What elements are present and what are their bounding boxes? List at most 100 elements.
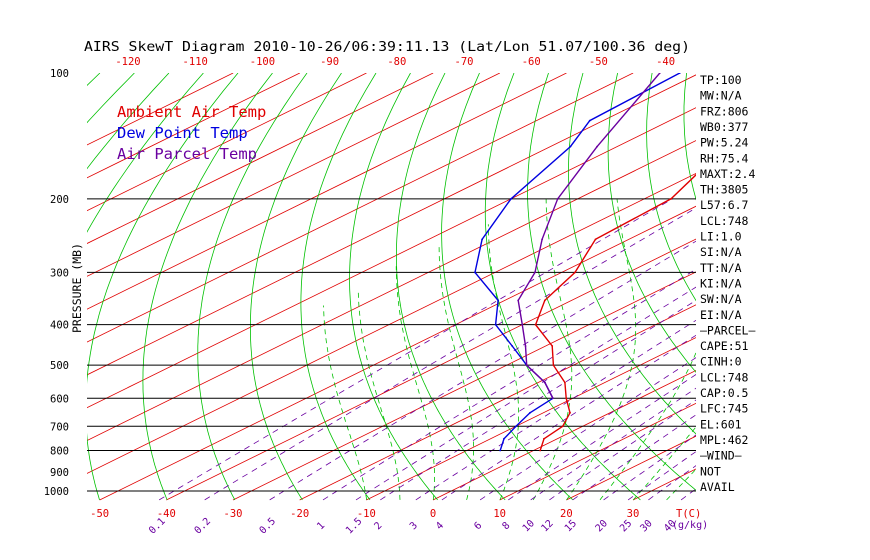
series-point — [556, 197, 559, 200]
pressure-tick-label: 500 — [50, 360, 69, 372]
series-point — [515, 425, 517, 428]
legend-entry: Ambient Air Temp — [117, 103, 266, 121]
isotherm-line — [87, 107, 696, 409]
dry-adiabat-line — [646, 73, 696, 302]
series-point — [544, 381, 546, 384]
series-point — [564, 381, 566, 384]
side-panel-item: WB0:377 — [700, 120, 749, 134]
top-temp-tick-label: -60 — [522, 56, 541, 68]
dry-adiabat-line — [0, 73, 65, 500]
mixing-ratio-label: 2 — [372, 520, 384, 532]
series-point — [534, 323, 537, 326]
bottom-temp-tick-label: -20 — [290, 508, 309, 520]
mixing-ratio-label: 1 — [315, 520, 327, 532]
series-point — [525, 364, 528, 367]
series-point — [594, 238, 597, 241]
top-temp-tick-label: -70 — [455, 56, 474, 68]
mixing-ratio-label: 8 — [500, 520, 512, 532]
mixing-ratio-label: 25 — [618, 518, 634, 534]
profile-series — [474, 73, 696, 452]
mixing-ratio-label: 20 — [594, 518, 610, 534]
series-point — [543, 437, 545, 440]
mixing-ratio-label: 12 — [539, 518, 555, 534]
side-panel-item: LCL:748 — [700, 214, 749, 228]
dry-adiabat-line — [87, 73, 101, 87]
mixing-ratio-label: 3 — [408, 520, 420, 532]
bottom-temp-tick-label: 10 — [493, 508, 506, 520]
side-panel-item: PW:5.24 — [700, 136, 749, 150]
dry-adiabat-line — [395, 73, 506, 501]
legend-entry: Air Parcel Temp — [117, 145, 257, 163]
dry-adiabat-line — [87, 73, 239, 501]
series-point — [524, 345, 527, 347]
series-point — [539, 449, 542, 452]
mixing-ratio-label: 30 — [638, 518, 654, 534]
isotherm-line — [766, 73, 870, 500]
isotherm-line — [87, 172, 696, 474]
side-panel-item: —WIND— — [700, 449, 742, 463]
pressure-tick-label: 100 — [50, 68, 69, 80]
side-panel-item: MPL:462 — [700, 433, 748, 447]
side-panel-item: AVAIL — [700, 480, 735, 494]
dry-adiabat-line — [568, 73, 696, 435]
top-temp-tick-label: -40 — [656, 56, 675, 68]
dry-adiabat-line — [142, 73, 273, 501]
isotherm-line — [432, 370, 696, 501]
dry-adiabat-line — [484, 73, 641, 501]
series-point — [596, 145, 598, 148]
bottom-temp-tick-label: -40 — [157, 508, 176, 520]
mixing-ratio-line — [530, 387, 696, 501]
series-point — [569, 145, 572, 148]
side-panel-item: EI:N/A — [700, 308, 742, 322]
series-point — [534, 271, 536, 274]
mixing-ratio-line — [441, 334, 696, 501]
y-axis-label: PRESSURE (MB) — [70, 243, 84, 333]
bottom-temp-tick-label: -10 — [357, 508, 376, 520]
bottom-temp-tick-label: 0 — [430, 508, 436, 520]
isotherm-line — [632, 468, 696, 501]
series-point — [541, 238, 544, 241]
top-temp-tick-label: -80 — [387, 56, 406, 68]
series-point — [474, 271, 476, 274]
side-panel-item: KI:N/A — [700, 276, 742, 290]
mixing-ratio-line — [508, 374, 696, 501]
mixing-ratio-label: 0.5 — [258, 516, 279, 537]
side-panel-item: MW:N/A — [700, 89, 742, 103]
series-point — [543, 299, 546, 302]
chart-title: AIRS SkewT Diagram 2010-10-26/06:39:11.1… — [84, 39, 690, 55]
series-point — [517, 299, 520, 302]
background-grid — [0, 73, 870, 501]
series-point — [481, 238, 484, 241]
side-panel-item: NOT — [700, 464, 721, 478]
pressure-tick-label: 600 — [50, 393, 69, 405]
top-temp-tick-label: -50 — [589, 56, 608, 68]
moist-adiabat-line — [487, 224, 519, 501]
isotherm-line — [99, 205, 696, 501]
mixing-ratio-label: 4 — [434, 520, 446, 532]
mixing-ratio-line — [549, 399, 696, 501]
pressure-tick-label: 900 — [50, 467, 69, 479]
temp-unit-label: T(C) — [676, 508, 701, 520]
moist-adiabat-line — [666, 468, 696, 501]
isotherm-line — [166, 238, 696, 501]
mixing-ratio-line — [158, 198, 673, 501]
side-panel-item: L57:6.7 — [700, 198, 749, 212]
series-point — [658, 73, 661, 74]
mixing-ratio-line — [648, 465, 696, 501]
mixing-ratio-label: 0.2 — [193, 516, 214, 537]
series-point — [551, 345, 554, 347]
isotherm-line — [87, 73, 234, 146]
mixing-ratio-label: 15 — [563, 518, 579, 534]
dry-adiabat-line — [756, 73, 870, 500]
series-point — [561, 425, 564, 428]
mixing-ratio-line — [415, 319, 696, 501]
moist-adiabat-line — [323, 305, 367, 500]
side-panel-item: LI:1.0 — [700, 230, 742, 244]
dry-adiabat-line — [300, 73, 377, 501]
mixing-ratio-line — [603, 434, 696, 501]
isotherm-line — [87, 73, 300, 179]
pressure-tick-label: 1000 — [44, 486, 69, 498]
mixing-ratio-line — [380, 299, 696, 501]
